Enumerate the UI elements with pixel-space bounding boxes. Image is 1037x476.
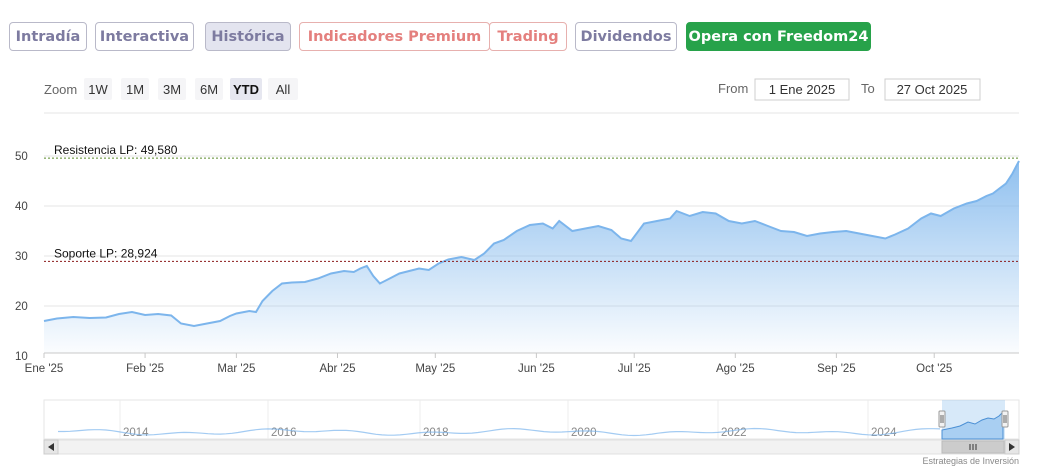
tab-interactiva[interactable]: Interactiva <box>95 22 194 51</box>
zoom-button-6m[interactable] <box>195 78 223 100</box>
x-tick-label: May '25 <box>415 363 455 375</box>
tab-indicadores-premium[interactable]: Indicadores Premium <box>299 22 490 51</box>
from-date-value: 1 Ene 2025 <box>769 82 836 97</box>
annotation-lines: Resistencia LP: 49,580 Soporte LP: 28,924 <box>44 143 1019 262</box>
stock-chart: Zoom 1W 1M 3M 6M YTD All From 1 Ene 2025 To 2… <box>15 78 1020 466</box>
price-line <box>43 160 1020 328</box>
zoom-button-label: YTD <box>233 82 259 97</box>
x-tick-label: Ago '25 <box>716 363 755 375</box>
x-tick-label: Ene '25 <box>25 363 64 375</box>
zoom-button-3m[interactable] <box>158 78 186 100</box>
navigator-year-label: 2014 <box>123 427 149 439</box>
zoom-button-label: 1W <box>88 82 108 97</box>
x-tick-label: Jun '25 <box>518 363 555 375</box>
scrollbar-track[interactable] <box>43 439 1020 455</box>
zoom-label: Zoom <box>44 82 77 97</box>
navigator-right-handle[interactable] <box>1001 410 1009 428</box>
x-tick-label: Abr '25 <box>319 363 355 375</box>
zoom-button-label: All <box>276 82 291 97</box>
zoom-button-label: 1M <box>126 82 144 97</box>
annotation-label: Soporte LP: 28,924 <box>54 246 158 260</box>
tab-intradia[interactable]: Intradía <box>9 22 87 51</box>
price-area <box>44 161 1019 353</box>
x-tick-label: Jul '25 <box>618 363 651 375</box>
tab-dividendos[interactable]: Dividendos <box>575 22 677 51</box>
zoom-button-label: 3M <box>163 82 181 97</box>
x-axis: Ene '25 Feb '25 Mar '25 Abr '25 May '25 Jun '… <box>25 353 952 375</box>
y-axis: 10 20 30 40 50 <box>15 151 28 363</box>
navigator <box>43 399 1020 440</box>
from-date-input[interactable] <box>754 78 850 101</box>
x-tick-label: Sep '25 <box>817 363 856 375</box>
zoom-button-group: 1W 1M 3M 6M YTD All <box>84 78 298 100</box>
navigator-year-label: 2024 <box>871 427 897 439</box>
from-label: From <box>718 81 748 96</box>
to-date-input[interactable] <box>884 78 981 101</box>
x-tick-label: Oct '25 <box>916 363 952 375</box>
zoom-button-label: 6M <box>200 82 218 97</box>
annotation-label: Resistencia LP: 49,580 <box>54 143 178 157</box>
to-label: To <box>861 81 875 96</box>
navigator-left-handle[interactable] <box>938 410 946 428</box>
zoom-button-ytd[interactable] <box>230 78 262 100</box>
opera-freedom24-button[interactable]: Opera con Freedom24 <box>686 22 871 51</box>
y-tick-label: 40 <box>15 201 28 213</box>
y-tick-label: 20 <box>15 301 28 313</box>
x-tick-label: Mar '25 <box>217 363 255 375</box>
arrow-right-icon <box>1009 443 1015 451</box>
navigator-year-label: 2018 <box>423 427 449 439</box>
tab-historica[interactable]: Histórica <box>205 22 291 51</box>
arrow-left-icon <box>48 443 54 451</box>
to-date-value: 27 Oct 2025 <box>897 82 968 97</box>
chart-credit: Estrategias de Inversión <box>922 456 1019 466</box>
zoom-button-1w[interactable] <box>84 78 112 100</box>
y-tick-label: 10 <box>15 351 28 363</box>
navigator-year-label: 2020 <box>571 427 597 439</box>
y-tick-label: 50 <box>15 151 28 163</box>
tab-trading[interactable]: Trading <box>489 22 567 51</box>
zoom-button-1m[interactable] <box>121 78 149 100</box>
x-tick-label: Feb '25 <box>126 363 164 375</box>
zoom-button-all[interactable] <box>268 78 298 100</box>
navigator-line <box>58 427 941 437</box>
y-tick-label: 30 <box>15 251 28 263</box>
